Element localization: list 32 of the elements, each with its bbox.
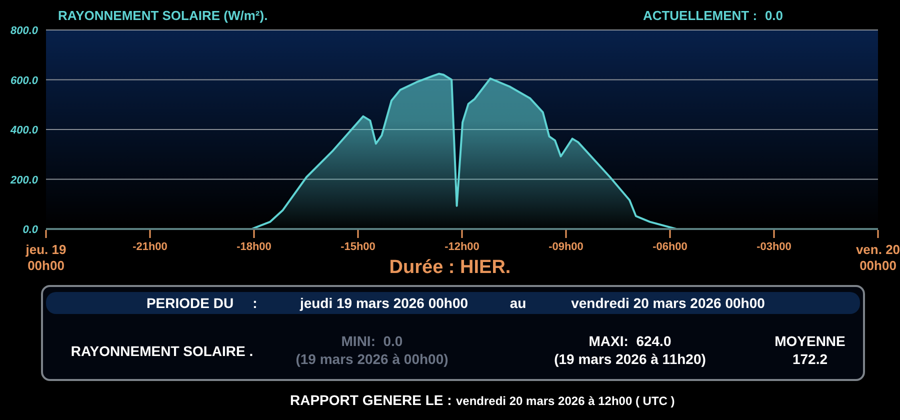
text: (19 mars 2026 à 00h00) <box>296 351 448 367</box>
x-tick-label: -18h00 <box>236 241 272 253</box>
text: RAPPORT GENERE LE : <box>290 392 452 408</box>
x-tick-label: -09h00 <box>548 241 584 253</box>
x-tick-label: -03h00 <box>756 241 792 253</box>
text: 0.0 <box>764 8 784 23</box>
text: : <box>252 295 258 311</box>
y-tick-label: 600.0 <box>10 74 39 87</box>
x-tick-label: -15h00 <box>340 241 376 253</box>
text: jeudi 19 mars 2026 00h00 <box>298 295 468 311</box>
y-tick-label: 0.0 <box>22 224 39 236</box>
text: RAYONNEMENT SOLAIRE . <box>70 343 254 359</box>
text: 172.2 <box>792 351 828 367</box>
text: MINI: 0.0 <box>341 333 403 349</box>
text: vendredi 20 mars 2026 00h00 <box>571 295 766 311</box>
y-tick-label: 400.0 <box>9 124 39 136</box>
text: ACTUELLEMENT : <box>642 8 758 23</box>
text: MOYENNE <box>774 333 846 349</box>
y-tick-label: 800.0 <box>10 25 39 37</box>
text: PERIODE DU <box>146 295 234 311</box>
x-axis-title: Durée : HIER. <box>389 257 511 278</box>
x-tick-label: -21h00 <box>132 241 168 253</box>
y-tick-label: 200.0 <box>9 174 39 186</box>
text: au <box>510 295 526 311</box>
x-tick-label: jeu. 19 00h00 <box>24 242 66 273</box>
x-tick-label: -06h00 <box>652 241 688 253</box>
text: vendredi 20 mars 2026 à 12h00 ( UTC ) <box>456 394 675 408</box>
chart-title: RAYONNEMENT SOLAIRE (W/m²). <box>58 8 268 23</box>
x-tick-label: ven. 20 00h00 <box>856 242 900 273</box>
text: MAXI: 624.0 <box>588 333 672 349</box>
text: (19 mars 2026 à 11h20) <box>554 351 706 367</box>
x-tick-label: -12h00 <box>444 241 480 253</box>
